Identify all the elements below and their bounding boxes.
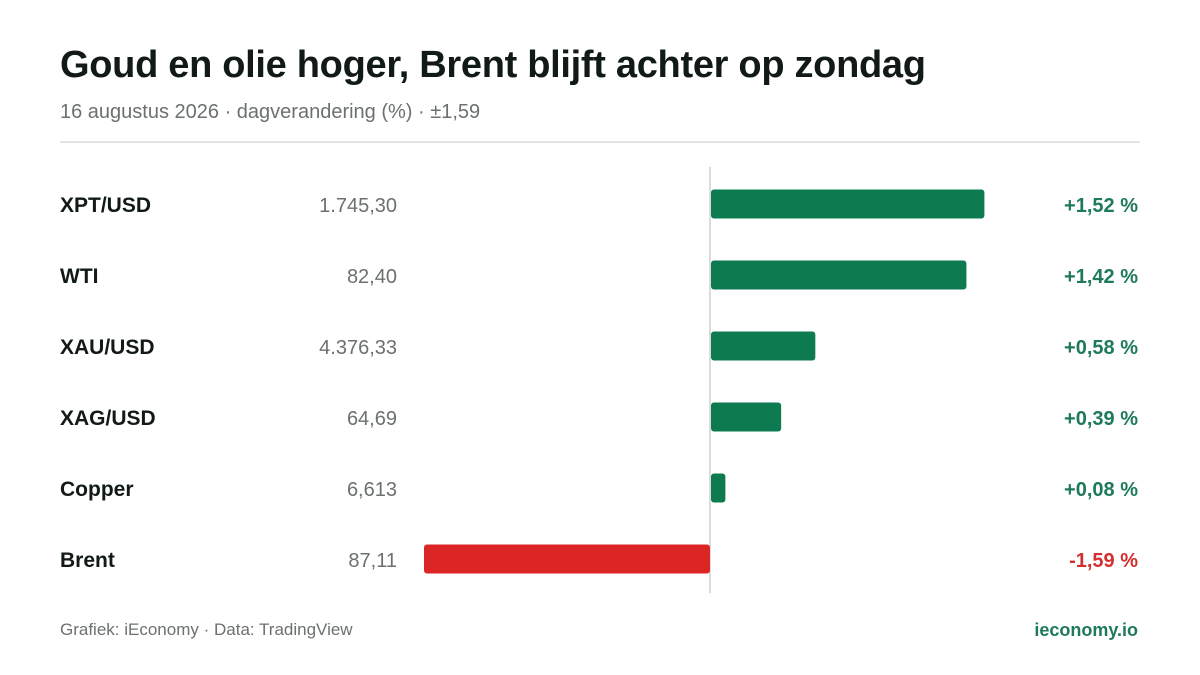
chart-title: Goud en olie hoger, Brent blijft achter … [60, 44, 926, 86]
bar-negative [424, 544, 710, 574]
category-label: WTI [60, 265, 98, 288]
category-label: Brent [60, 549, 115, 572]
value-label: +0,58 % [1064, 337, 1138, 359]
price-label: 64,69 [347, 408, 397, 430]
price-label: 6,613 [347, 479, 397, 501]
category-label: XPT/USD [60, 194, 151, 217]
price-label: 82,40 [347, 266, 397, 288]
bar-positive [711, 260, 967, 290]
value-label: +1,42 % [1064, 266, 1138, 288]
value-label: +0,39 % [1064, 408, 1138, 430]
source-credit: Grafiek: iEconomy · Data: TradingView [60, 620, 353, 639]
header-divider [60, 141, 1140, 143]
category-label: Copper [60, 478, 134, 501]
value-label: +0,08 % [1064, 479, 1138, 501]
chart-subtitle: 16 augustus 2026 · dagverandering (%) · … [60, 101, 481, 123]
price-label: 1.745,30 [319, 195, 397, 217]
price-label: 4.376,33 [319, 337, 397, 359]
brand-link[interactable]: ieconomy.io [1034, 620, 1138, 640]
bar-positive [711, 473, 726, 503]
value-label: +1,52 % [1064, 195, 1138, 217]
category-label: XAU/USD [60, 336, 155, 359]
category-label: XAG/USD [60, 407, 156, 430]
price-label: 87,11 [348, 550, 397, 572]
bar-positive [711, 189, 985, 219]
value-label: -1,59 % [1069, 550, 1138, 572]
bar-positive [711, 402, 782, 432]
bar-positive [711, 331, 816, 361]
